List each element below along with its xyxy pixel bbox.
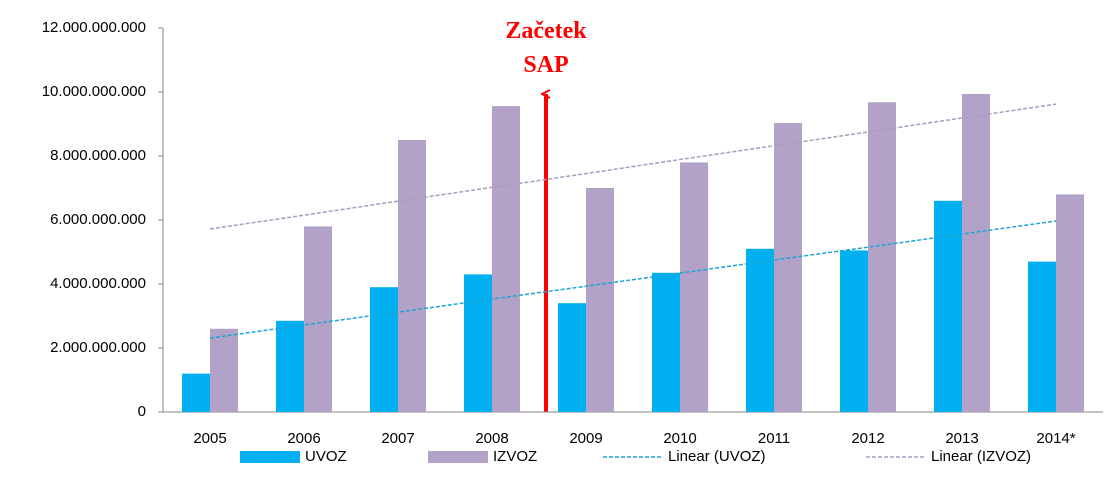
bar bbox=[398, 140, 426, 412]
bar bbox=[304, 226, 332, 412]
bar bbox=[182, 373, 210, 412]
y-tick-label: 4.000.000.000 bbox=[50, 275, 146, 292]
bar bbox=[276, 320, 304, 412]
bar bbox=[586, 188, 614, 412]
bar bbox=[1056, 194, 1084, 412]
bar bbox=[934, 200, 962, 412]
bar bbox=[962, 93, 990, 413]
bar bbox=[652, 272, 680, 412]
x-tick-label: 2011 bbox=[758, 430, 790, 447]
x-tick-label: 2009 bbox=[569, 430, 602, 447]
x-tick-label: 2005 bbox=[193, 430, 226, 447]
trend-line bbox=[209, 103, 1057, 230]
bar bbox=[492, 106, 520, 412]
x-tick-label: 2007 bbox=[381, 430, 414, 447]
x-tick-label: 2014* bbox=[1036, 430, 1075, 447]
legend-label: Linear (UVOZ) bbox=[668, 448, 766, 465]
x-tick-label: 2008 bbox=[475, 430, 508, 447]
annotation: Začetek SAP bbox=[505, 18, 587, 78]
x-tick-label: 2006 bbox=[287, 430, 320, 447]
legend-label: Linear (IZVOZ) bbox=[931, 448, 1031, 465]
x-tick-label: 2013 bbox=[945, 430, 978, 447]
bar bbox=[774, 123, 802, 412]
x-tick-label: 2010 bbox=[663, 430, 696, 447]
legend-label: UVOZ bbox=[305, 448, 347, 465]
bar bbox=[210, 328, 238, 412]
bar bbox=[840, 250, 868, 412]
y-tick-label: 0 bbox=[138, 403, 146, 420]
x-tick-label: 2012 bbox=[851, 430, 884, 447]
y-tick-label: 10.000.000.000 bbox=[42, 83, 146, 100]
legend-swatch bbox=[428, 451, 488, 463]
bar bbox=[1028, 261, 1056, 412]
y-tick-label: 8.000.000.000 bbox=[50, 147, 146, 164]
legend-swatch bbox=[240, 451, 300, 463]
trend-line bbox=[209, 220, 1057, 339]
y-tick-label: 2.000.000.000 bbox=[50, 339, 146, 356]
bar bbox=[868, 102, 896, 413]
bar bbox=[746, 248, 774, 412]
bar bbox=[370, 287, 398, 412]
y-tick-label: 12.000.000.000 bbox=[42, 19, 146, 36]
bar bbox=[558, 303, 586, 412]
bar bbox=[464, 274, 492, 412]
legend-label: IZVOZ bbox=[493, 448, 537, 465]
bar bbox=[680, 162, 708, 412]
y-tick-label: 6.000.000.000 bbox=[50, 211, 146, 228]
